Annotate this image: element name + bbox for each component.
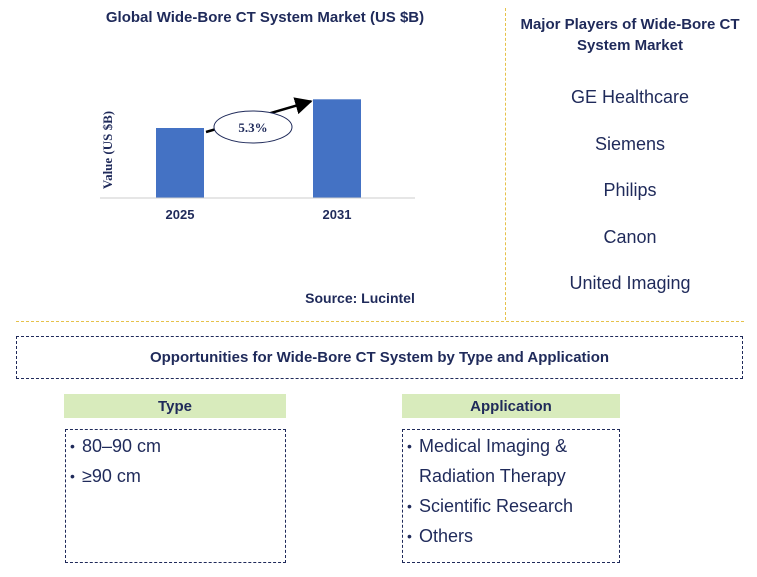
list-item-label: 80–90 cm — [82, 436, 162, 456]
bar-2031 — [313, 99, 361, 198]
type-list: • 80–90 cm • ≥90 cm — [65, 429, 286, 563]
x-tick-label: 2031 — [323, 207, 352, 222]
list-item-label: ≥90 cm — [82, 466, 141, 486]
source-label: Source: Lucintel — [305, 290, 415, 306]
player-item: GE Healthcare — [570, 87, 690, 107]
bullet-icon: • — [70, 438, 75, 454]
bullet-icon: • — [70, 468, 75, 484]
x-tick-label: 2025 — [166, 207, 195, 222]
player-item: Canon — [603, 226, 657, 247]
growth-rate-label: 5.3% — [238, 120, 267, 135]
chart-title: Global Wide-Bore CT System Market (US $B… — [105, 9, 425, 26]
list-item: • ≥90 cm — [70, 461, 281, 491]
y-axis-label: Value (US $B) — [100, 111, 115, 189]
list-item-label: Scientific Research — [419, 496, 574, 516]
list-item: • Medical Imaging & Radiation Therapy — [407, 431, 615, 491]
application-list: • Medical Imaging & Radiation Therapy • … — [402, 429, 620, 563]
player-item: Philips — [603, 180, 657, 200]
players-title: Major Players of Wide-Bore CT System Mar… — [520, 16, 740, 54]
opportunities-title: Opportunities for Wide-Bore CT System by… — [16, 336, 743, 379]
list-item: • 80–90 cm — [70, 431, 281, 461]
application-header: Application — [402, 394, 620, 418]
type-header: Type — [64, 394, 286, 418]
bar-2025 — [156, 128, 204, 198]
player-item: Siemens — [594, 133, 666, 154]
list-item: • Scientific Research — [407, 491, 615, 521]
list-item: • Others — [407, 521, 615, 551]
bullet-icon: • — [407, 498, 412, 514]
player-item: United Imaging — [569, 273, 691, 293]
list-item-label: Others — [419, 526, 474, 546]
horizontal-divider — [16, 321, 744, 322]
list-item-label: Medical Imaging & Radiation Therapy — [419, 436, 568, 486]
bullet-icon: • — [407, 438, 412, 454]
players-list: GE Healthcare Siemens Philips Canon Unit… — [510, 84, 750, 317]
bullet-icon: • — [407, 528, 412, 544]
growth-bubble — [213, 110, 293, 144]
bar-chart: 2025 2031 Value (US $B) 5.3% — [100, 97, 415, 222]
vertical-divider — [505, 8, 506, 320]
